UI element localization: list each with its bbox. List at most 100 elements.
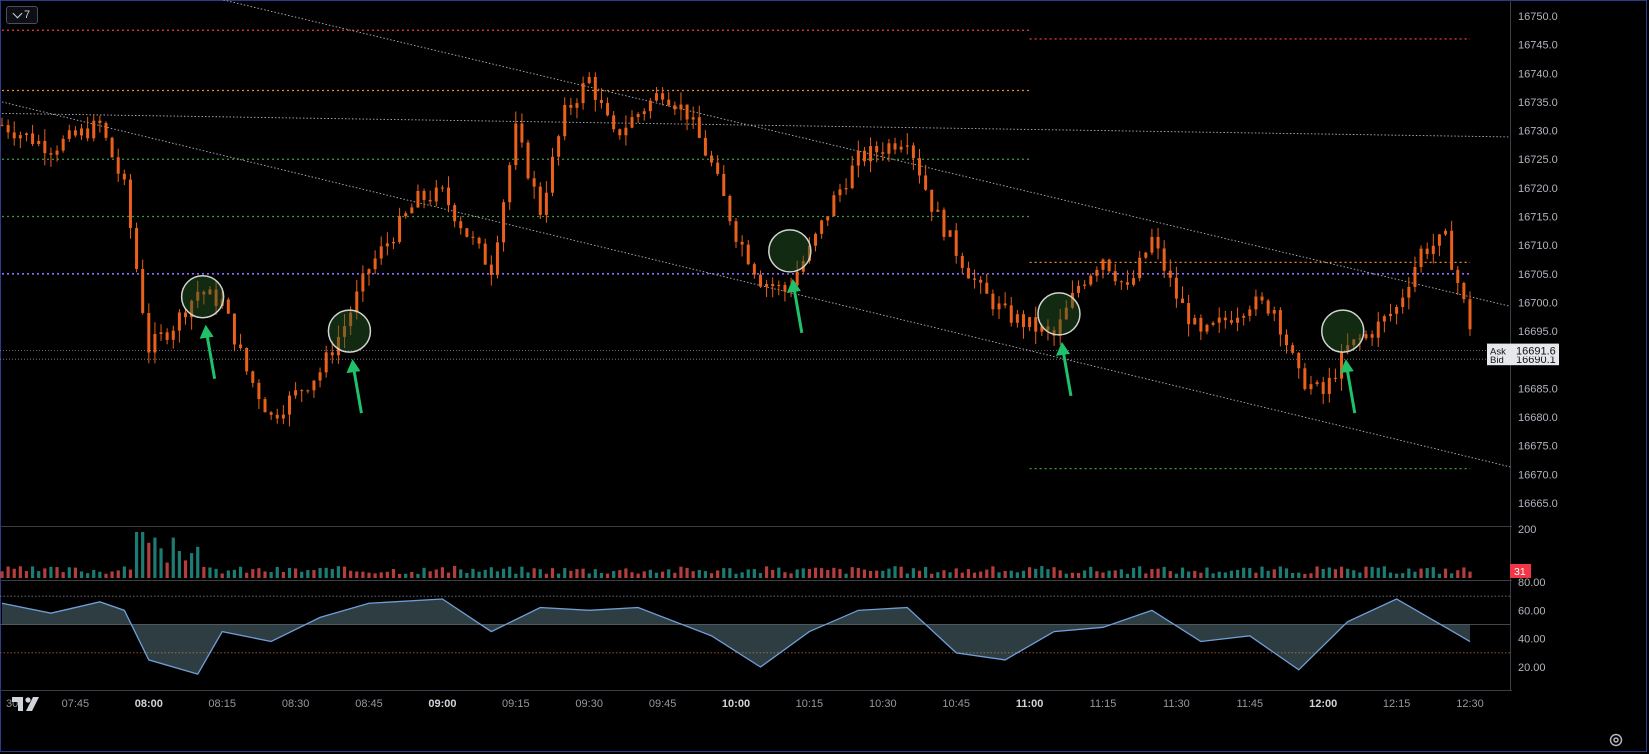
- volume-bar: [275, 566, 279, 578]
- candle-body: [361, 273, 365, 292]
- volume-bar: [673, 572, 677, 578]
- candle-body: [899, 146, 903, 150]
- candle-body: [122, 173, 126, 180]
- candle-body: [55, 150, 59, 155]
- volume-bar: [752, 569, 756, 578]
- volume-bar: [324, 567, 328, 578]
- candle-body: [1303, 368, 1307, 390]
- tradingview-logo-icon[interactable]: [10, 694, 42, 714]
- candle-body: [1095, 269, 1099, 276]
- candle-body: [807, 245, 811, 261]
- volume-bar: [777, 567, 781, 578]
- candles: [0, 72, 1472, 427]
- volume-bar: [856, 567, 860, 578]
- candle-body: [1028, 317, 1032, 328]
- candle-body: [1174, 277, 1178, 299]
- candle-body: [18, 135, 22, 139]
- volume-bar: [165, 562, 169, 578]
- volume-bar: [281, 572, 285, 578]
- candle-body: [1242, 315, 1246, 318]
- ask-value-bg: [1513, 343, 1559, 357]
- volume-bar: [355, 571, 359, 578]
- volume-bar: [67, 567, 71, 578]
- panel-separators: [0, 0, 1512, 691]
- volume-bar: [526, 572, 530, 578]
- candle-body: [1419, 248, 1423, 267]
- volume-bar: [966, 569, 971, 578]
- volume-bar: [1450, 573, 1454, 578]
- volume-bar: [764, 566, 769, 578]
- volume-bar: [1346, 568, 1350, 578]
- candle-body: [1156, 236, 1160, 249]
- candle-body: [985, 282, 989, 294]
- volume-bar: [709, 573, 714, 578]
- candle-body: [1150, 236, 1154, 253]
- price-axis[interactable]: 16750.0 16745.0 16740.0 16735.0 16730.0 16725…: [1487, 11, 1559, 674]
- volume-bar: [648, 569, 652, 578]
- interval-selector[interactable]: 7: [6, 6, 38, 24]
- volume-bar: [544, 573, 548, 578]
- horizontal-levels: [0, 29, 1510, 470]
- candle-body: [1352, 339, 1356, 346]
- candle-body: [771, 284, 775, 287]
- volume-bar: [257, 568, 261, 578]
- candle-body: [385, 243, 389, 247]
- price-tick: 16730.0: [1518, 126, 1558, 138]
- ask-label: Ask: [1490, 347, 1506, 358]
- candle-body: [1009, 305, 1013, 323]
- candle-body: [434, 187, 438, 202]
- candle-body: [459, 221, 463, 229]
- candle-body: [1034, 317, 1038, 332]
- volume-bar: [238, 566, 243, 578]
- candle-body: [581, 83, 585, 104]
- candle-body: [0, 124, 4, 126]
- volume-bar: [1217, 571, 1221, 578]
- highlight-circle: [1321, 309, 1365, 353]
- gear-icon[interactable]: [1608, 732, 1624, 748]
- candle-body: [1058, 319, 1062, 336]
- candle-body: [1187, 302, 1191, 325]
- candle-body: [1070, 292, 1074, 308]
- candle-body: [1260, 296, 1264, 301]
- volume-bar: [92, 569, 96, 578]
- candle-body: [734, 221, 738, 242]
- volume-bar: [153, 537, 157, 578]
- volume-bar: [116, 570, 120, 578]
- time-axis[interactable]: 30 07:45 08:00 08:15 08:30 08:45 09:00 09:15 09:…: [6, 698, 1484, 710]
- candle-body: [1462, 282, 1466, 300]
- candle-body: [214, 289, 218, 306]
- trendline: [221, 0, 1511, 307]
- green-arrow-icon: [792, 286, 804, 334]
- candle-body: [31, 133, 35, 145]
- volume-bar: [1315, 566, 1319, 578]
- candle-body: [502, 202, 506, 243]
- price-tick: 16695.0: [1518, 326, 1558, 338]
- arrow-head: [199, 324, 214, 339]
- time-label: 12:30: [1456, 698, 1484, 710]
- volume-bar: [37, 571, 41, 578]
- volume-bar: [367, 572, 371, 578]
- volume-bar: [1162, 566, 1166, 578]
- volume-bar: [1101, 572, 1105, 578]
- volume-bar: [697, 569, 701, 578]
- candle-body: [740, 241, 744, 245]
- volume-bar: [636, 573, 640, 578]
- candle-body: [508, 165, 512, 203]
- volume-bar: [1388, 572, 1393, 578]
- volume-bar: [1168, 571, 1172, 578]
- volume-bar: [98, 571, 102, 578]
- ask-value: 16691.6: [1516, 346, 1556, 358]
- volume-bar: [171, 537, 175, 578]
- volume-bar: [61, 572, 65, 578]
- candle-body: [881, 152, 885, 154]
- volume-bar: [453, 566, 457, 578]
- candle-body: [563, 104, 567, 137]
- candle-body: [477, 237, 481, 244]
- candle-body: [153, 333, 157, 353]
- volume-bar: [361, 571, 365, 578]
- volume-bar: [868, 570, 873, 578]
- candle-body: [471, 236, 475, 238]
- volume-bar: [1425, 568, 1429, 578]
- candle-body: [844, 188, 848, 190]
